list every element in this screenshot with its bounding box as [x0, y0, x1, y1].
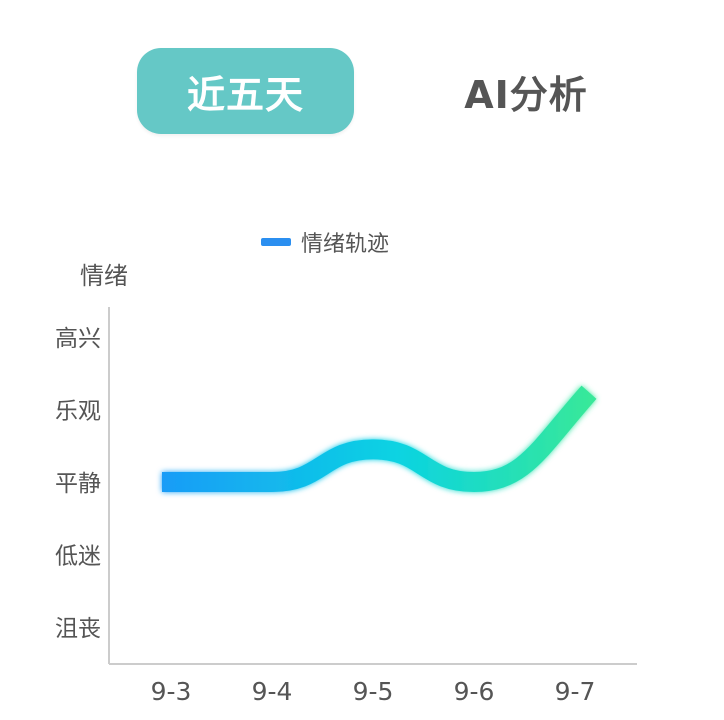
- x-tick-label: 9-3: [151, 677, 192, 706]
- legend-label: 情绪轨迹: [301, 232, 389, 257]
- x-tick-labels: 9-3 9-4 9-5 9-6 9-7: [151, 677, 596, 706]
- y-tick-label: 乐观: [55, 399, 101, 425]
- series-line-emotion-trajectory: [162, 392, 589, 482]
- x-tick-label: 9-6: [454, 677, 495, 706]
- y-tick-label: 沮丧: [55, 616, 101, 642]
- x-tick-label: 9-4: [252, 677, 293, 706]
- x-tick-label: 9-5: [353, 677, 394, 706]
- x-tick-label: 9-7: [555, 677, 596, 706]
- y-tick-label: 低迷: [55, 544, 101, 570]
- y-tick-label: 平静: [55, 471, 101, 497]
- y-tick-label: 高兴: [55, 326, 101, 352]
- y-axis-title: 情绪: [80, 262, 128, 290]
- y-tick-labels: 沮丧 低迷 平静 乐观 高兴: [55, 326, 101, 642]
- legend-swatch: [261, 238, 291, 246]
